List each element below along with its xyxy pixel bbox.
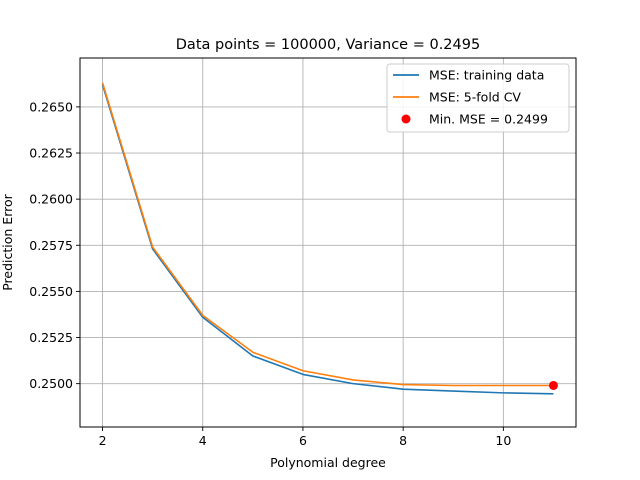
plot-frame <box>79 57 577 428</box>
y-tick-label: 0.2550 <box>29 284 73 299</box>
series-line-1 <box>101 84 554 395</box>
series-line-2 <box>101 82 554 387</box>
x-tick-label: 6 <box>299 433 307 448</box>
legend-label: Min. MSE = 0.2499 <box>429 112 548 127</box>
min-mse-marker <box>548 380 558 390</box>
x-tick-label: 2 <box>99 433 107 448</box>
legend-swatch-marker <box>401 114 411 124</box>
legend-label: MSE: training data <box>429 68 544 83</box>
legend-box <box>386 63 570 133</box>
series-layer <box>101 82 558 395</box>
y-tick-label: 0.2650 <box>29 99 73 114</box>
y-tick-label: 0.2575 <box>29 238 73 253</box>
y-tick-label: 0.2525 <box>29 330 73 345</box>
y-axis-label: Prediction Error <box>0 193 15 290</box>
x-axis-label: Polynomial degree <box>270 455 386 470</box>
x-tick-label: 4 <box>199 433 207 448</box>
x-tick-label: 8 <box>399 433 407 448</box>
y-tick-label: 0.2600 <box>29 192 73 207</box>
legend-label: MSE: 5-fold CV <box>429 90 521 105</box>
y-tick-label: 0.2625 <box>29 146 73 161</box>
y-tick-label: 0.2500 <box>29 376 73 391</box>
chart-title: Data points = 100000, Variance = 0.2495 <box>176 37 480 53</box>
legend: MSE: training data MSE: 5-fold CV Min. MSE… <box>386 63 570 133</box>
x-tick-label: 10 <box>495 433 511 448</box>
axis-ticks: 2 4 6 8 10 0.2500 0.2525 0.2550 0.2575 0.2600 0.26… <box>29 99 511 448</box>
